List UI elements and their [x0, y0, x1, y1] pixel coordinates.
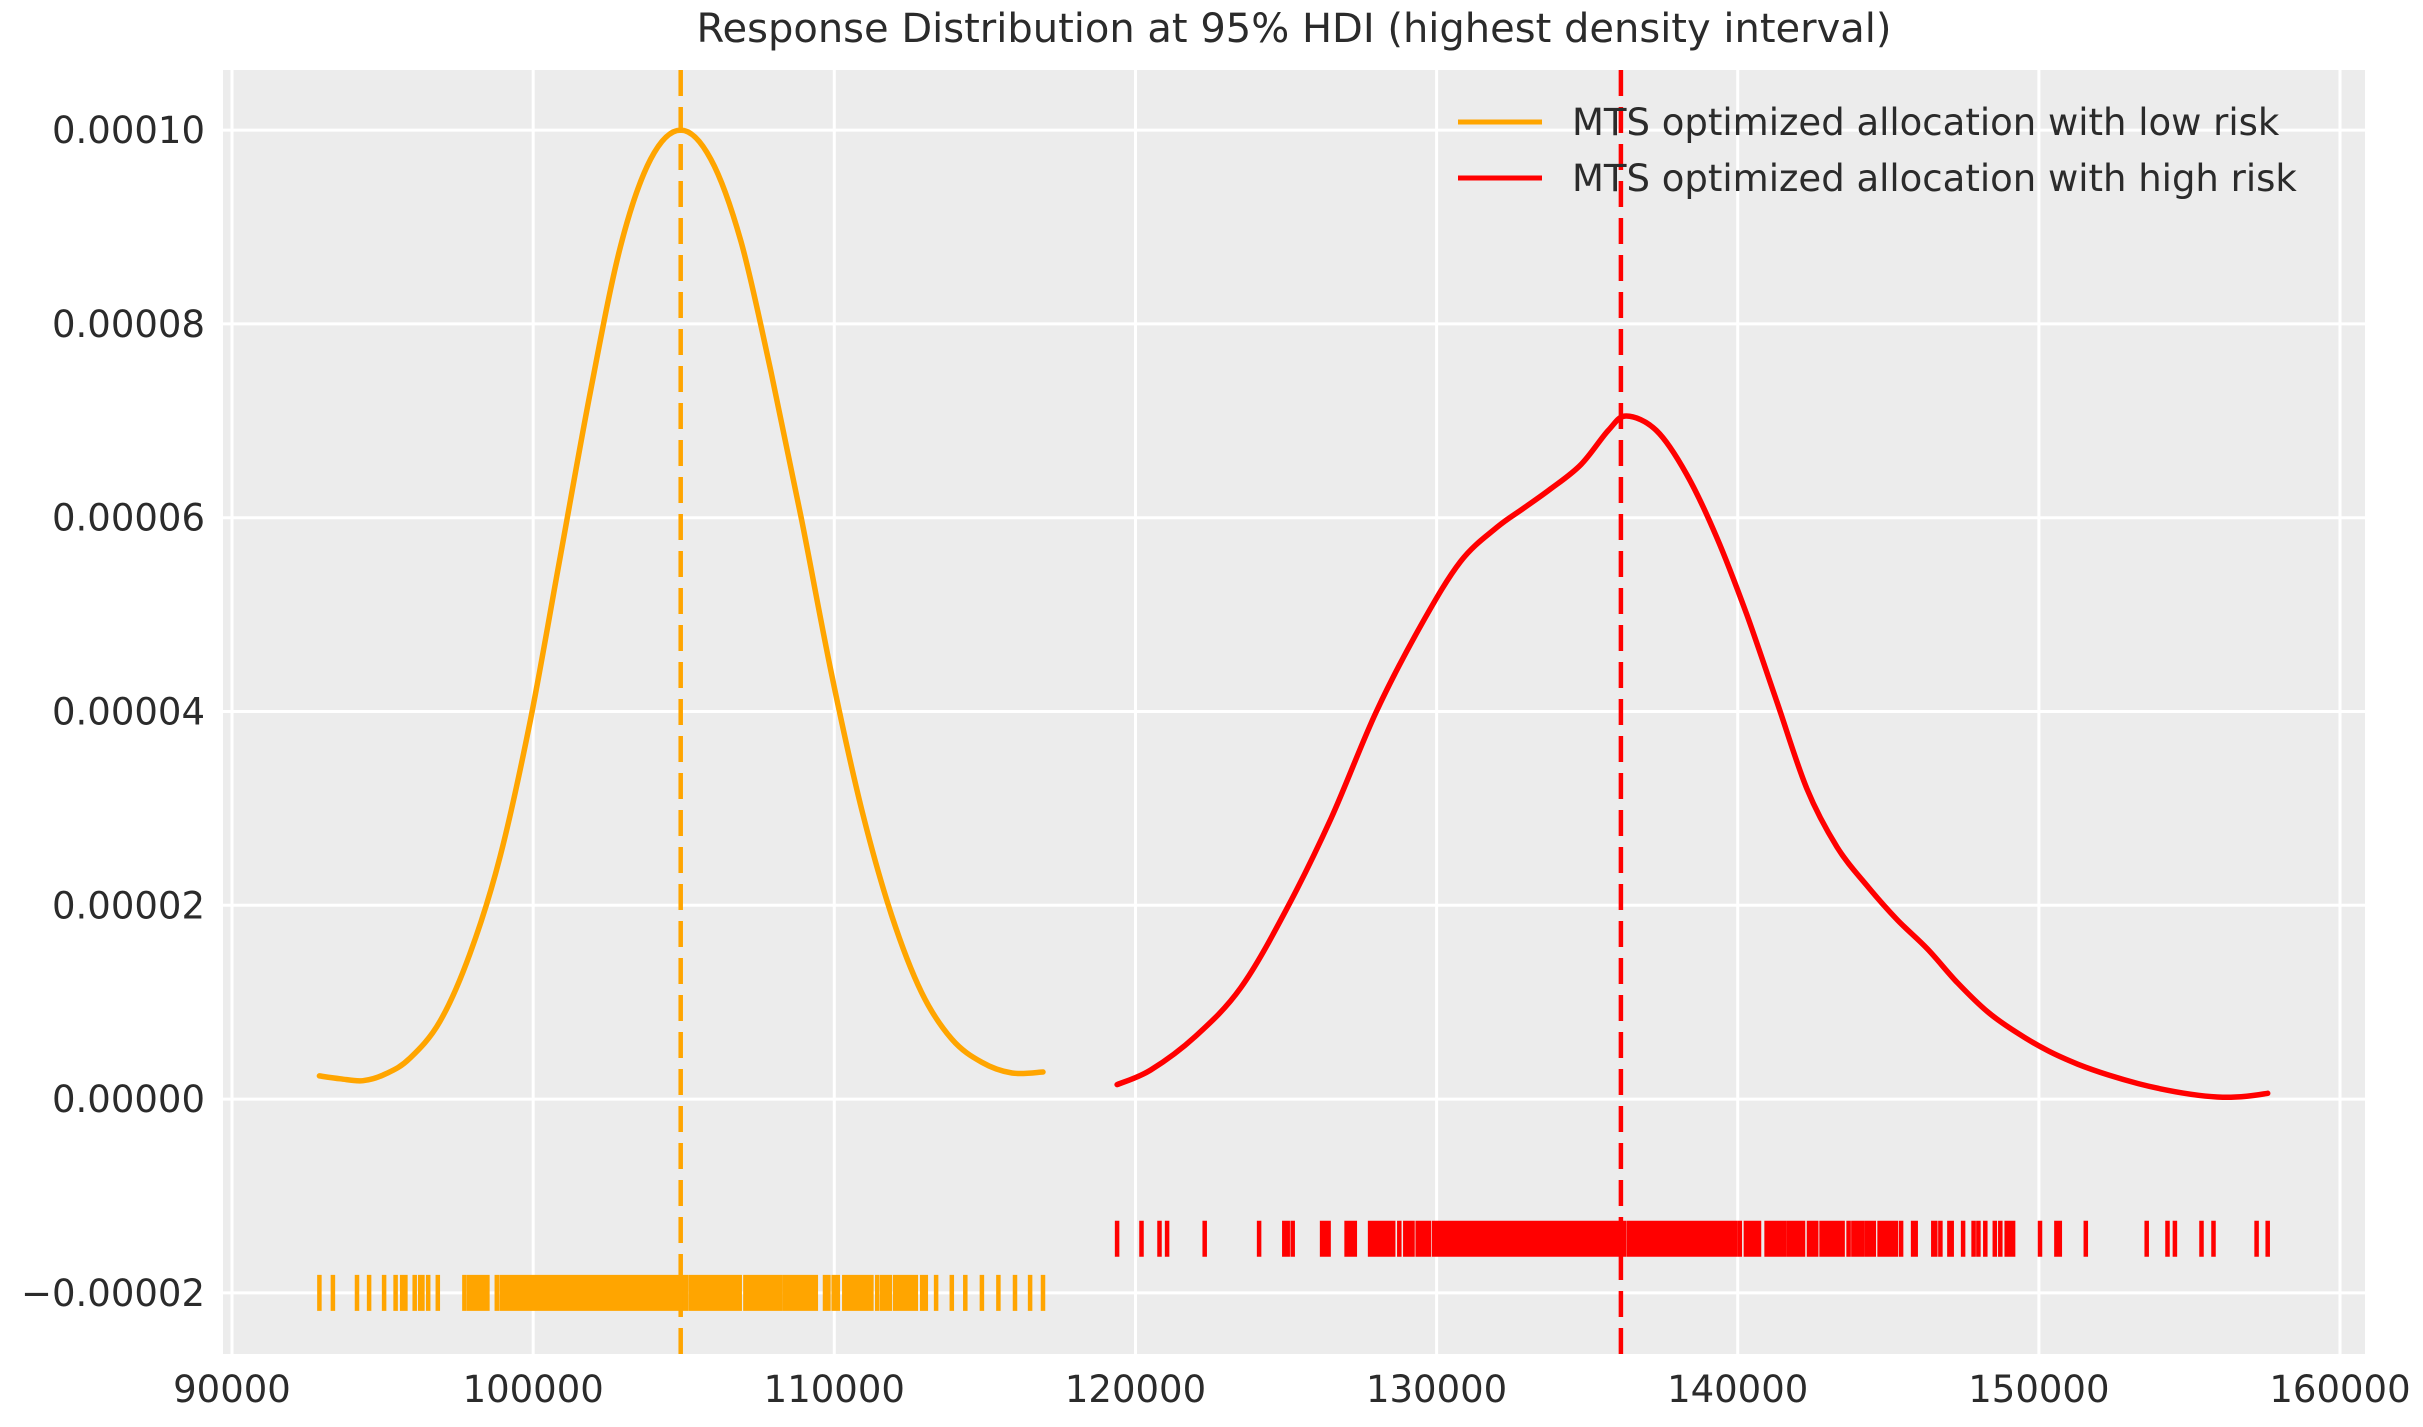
mean-lines [678, 70, 1624, 1354]
x-tick-label-130000: 130000 [1366, 1368, 1507, 1411]
y-tick-label-−0.00002: −0.00002 [21, 1272, 205, 1315]
x-axis-tick-labels: 90000 100000 110000 120000 130000 140000 15000… [173, 1368, 2410, 1411]
kde-curve-series-1 [1114, 413, 2271, 1100]
y-tick-label-0.00008: 0.00008 [52, 303, 205, 346]
legend-label-high-risk: MTS optimized allocation with high risk [1572, 157, 2297, 200]
density-curves [316, 127, 2271, 1100]
x-tick-label-160000: 160000 [2269, 1368, 2410, 1411]
x-tick-label-140000: 140000 [1667, 1368, 1808, 1411]
kde-curve-series-0 [316, 127, 1046, 1084]
y-tick-label-0.00000: 0.00000 [52, 1078, 205, 1121]
gridlines [223, 70, 2365, 1354]
legend-label-low-risk: MTS optimized allocation with low risk [1572, 101, 2280, 144]
y-tick-label-0.00002: 0.00002 [52, 884, 205, 927]
y-tick-label-0.00004: 0.00004 [52, 691, 205, 734]
legend-entry-high-risk: MTS optimized allocation with high risk [1458, 157, 2297, 200]
x-tick-label-150000: 150000 [1968, 1368, 2109, 1411]
y-tick-label-0.00010: 0.00010 [52, 109, 205, 152]
x-tick-label-100000: 100000 [463, 1368, 604, 1411]
legend-entry-low-risk: MTS optimized allocation with low risk [1458, 101, 2280, 144]
x-tick-label-90000: 90000 [173, 1368, 291, 1411]
x-tick-label-120000: 120000 [1065, 1368, 1206, 1411]
rug-ticks-series-0 [317, 1274, 1046, 1311]
chart-title: Response Distribution at 95% HDI (highes… [697, 6, 1892, 52]
y-axis-tick-labels: 0.00010 0.00008 0.00006 0.00004 0.00002 0.000… [21, 109, 205, 1315]
x-tick-label-110000: 110000 [764, 1368, 905, 1411]
y-tick-label-0.00006: 0.00006 [52, 497, 205, 540]
legend: MTS optimized allocation with low risk M… [1458, 101, 2297, 200]
